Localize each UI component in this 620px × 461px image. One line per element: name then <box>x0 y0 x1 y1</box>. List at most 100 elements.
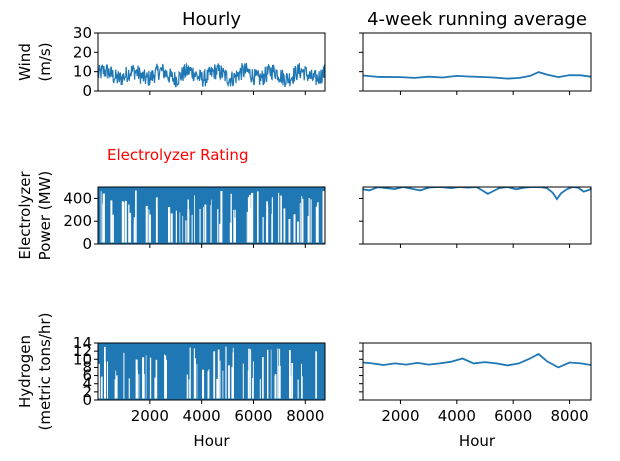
series-gap <box>288 219 291 243</box>
series-gap <box>222 370 224 399</box>
series-gap <box>204 204 207 243</box>
series-gap <box>145 205 148 243</box>
series-gap <box>135 359 138 399</box>
series-gap <box>297 221 299 243</box>
series-gap <box>299 203 301 243</box>
series-gap <box>301 363 302 399</box>
series-gap <box>251 192 254 243</box>
series-gap <box>247 197 250 243</box>
y-tick-label: 14 <box>73 334 92 352</box>
series-gap <box>225 346 227 399</box>
axis-frame <box>97 32 326 92</box>
series-gap <box>107 361 108 399</box>
series-gap <box>219 223 222 243</box>
series-gap <box>185 220 187 243</box>
x-tick-label: 2000 <box>381 407 419 425</box>
series-gap <box>115 370 117 399</box>
series-gap <box>188 379 190 399</box>
series-gap <box>208 369 210 399</box>
series-gap <box>248 348 250 399</box>
series-gap <box>230 193 232 243</box>
y-axis-label-line-1: Electrolyzer <box>16 171 34 260</box>
x-axis-label: Hour <box>193 432 230 450</box>
chart-panel-2: 4-week running average <box>359 9 592 95</box>
series-gap <box>283 208 286 243</box>
series-gap <box>168 207 171 243</box>
series-gap <box>155 359 158 399</box>
series-gap <box>322 191 325 243</box>
series-gap <box>242 363 244 399</box>
x-tick-label: 4000 <box>183 407 221 425</box>
series-gap <box>291 363 293 399</box>
y-tick-label: 4 <box>82 375 92 393</box>
series-gap <box>252 378 254 399</box>
axis-frame <box>362 186 592 245</box>
series-gap <box>219 360 221 399</box>
series-gap <box>100 377 102 399</box>
series-gap <box>266 205 269 243</box>
series-gap <box>310 199 312 243</box>
series-gap <box>235 209 236 243</box>
axis-frame <box>97 186 326 245</box>
series-gap <box>164 354 165 399</box>
series-gap <box>124 200 127 243</box>
series-gap <box>114 379 116 399</box>
x-tick-label: 4000 <box>438 407 476 425</box>
series-gap <box>262 357 264 399</box>
series-gap <box>148 209 150 243</box>
electrolyzer-rating-label: Electrolyzer Rating <box>107 146 248 164</box>
y-tick-label: 6 <box>82 367 92 385</box>
series-gap <box>213 351 216 399</box>
series-gap <box>259 379 261 399</box>
series-gap <box>315 206 318 243</box>
series-gap <box>277 348 279 399</box>
series-gap <box>179 212 181 243</box>
series-gap <box>138 374 140 399</box>
series-gap <box>217 209 219 243</box>
series-gap <box>128 212 132 243</box>
series-gap <box>317 202 319 243</box>
series-gap <box>104 346 106 399</box>
series-gap <box>186 374 188 399</box>
series-gap <box>144 374 145 399</box>
series-gap <box>122 202 125 243</box>
series-gap <box>193 348 195 399</box>
x-tick-label: 2000 <box>131 407 169 425</box>
series-gap <box>170 213 173 243</box>
axis-frame <box>362 32 592 92</box>
series-gap <box>297 379 299 399</box>
series-gap <box>154 377 157 399</box>
series-gap <box>165 359 167 399</box>
series-gap <box>279 348 281 399</box>
series-gap <box>218 366 220 399</box>
series-gap <box>231 367 233 399</box>
y-tick-label: 400 <box>63 189 92 207</box>
series-gap <box>271 213 273 243</box>
y-axis-label-line-2: Power (MW) <box>36 171 54 261</box>
y-tick-label: 0 <box>82 82 92 100</box>
series-gap <box>210 205 211 243</box>
series-gap <box>270 349 272 399</box>
series-gap <box>202 369 205 399</box>
y-tick-label: 10 <box>73 350 92 368</box>
series-line-1 <box>363 187 591 201</box>
series-gap <box>301 376 303 399</box>
series-gap <box>293 214 296 243</box>
series-gap <box>175 210 177 243</box>
axis-frame <box>97 342 326 401</box>
y-tick-label: 0 <box>82 391 92 409</box>
series-gap <box>278 192 280 243</box>
series-gap <box>105 361 107 399</box>
y-axis-label-line-1: Wind <box>16 43 34 81</box>
series-gap <box>155 197 158 243</box>
y-tick-label: 2 <box>82 383 92 401</box>
y-axis-label-line-1: Hydrogen <box>16 335 34 408</box>
series-gap <box>115 375 118 399</box>
series-gap <box>102 193 105 243</box>
chart-panel-4 <box>359 186 592 248</box>
series-gap <box>112 214 114 243</box>
series-gap <box>133 217 135 243</box>
series-gap <box>149 357 152 399</box>
